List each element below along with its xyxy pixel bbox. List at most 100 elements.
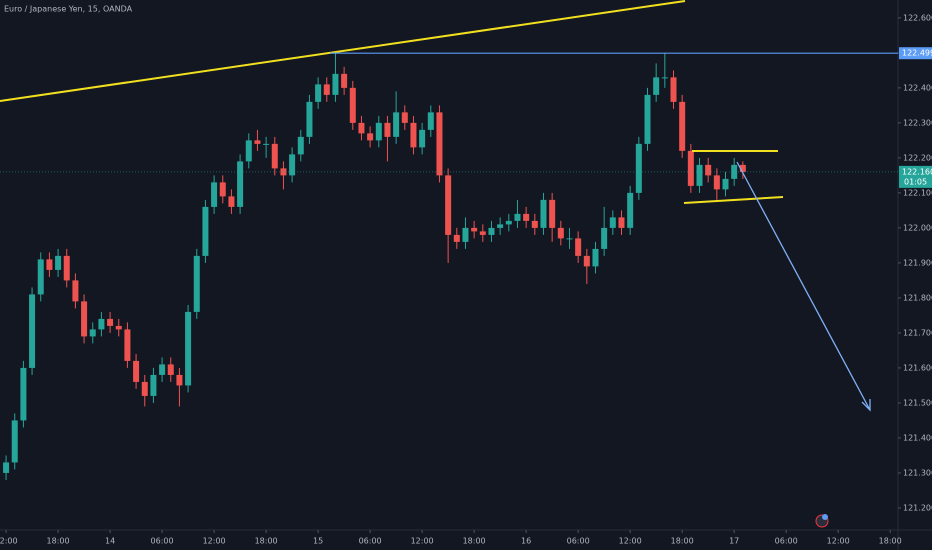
candle-body	[540, 199, 547, 228]
candle-body	[289, 154, 296, 176]
candle-body	[167, 364, 174, 375]
x-tick-label: 12:00	[619, 537, 642, 546]
candle-body	[11, 420, 18, 463]
candle-body	[107, 318, 114, 326]
y-tick-label: 121.300	[903, 468, 932, 477]
candle-body	[375, 122, 382, 141]
candle-body	[731, 164, 738, 179]
candle-body	[679, 101, 686, 151]
candle-body	[55, 255, 62, 270]
y-tick-label: 122.100	[903, 188, 932, 197]
candle-body	[531, 220, 538, 228]
candle-body	[271, 143, 278, 169]
y-tick-label: 121.800	[903, 293, 932, 302]
candle-body	[653, 77, 660, 95]
x-tick-label: 06:00	[775, 537, 798, 546]
candle-body	[202, 206, 209, 256]
event-badge	[822, 514, 828, 520]
hline-label-box	[899, 47, 932, 60]
x-tick-label: 12:00	[203, 537, 226, 546]
x-tick-label: 18:00	[671, 537, 694, 546]
candle-body	[583, 255, 590, 267]
candle-body	[219, 182, 226, 197]
candle-body	[245, 140, 252, 162]
x-tick-label: 12:00	[411, 537, 434, 546]
y-tick-label: 122.300	[903, 118, 932, 127]
x-tick-label: 18:00	[255, 537, 278, 546]
y-tick-label: 121.200	[903, 503, 932, 512]
candle-body	[176, 374, 183, 386]
candle-body	[471, 227, 478, 232]
candle-body	[323, 84, 330, 95]
candle-body	[81, 301, 88, 337]
candle-body	[523, 213, 530, 221]
candle-body	[37, 259, 44, 295]
projection-arrow	[736, 161, 871, 411]
y-tick-label: 121.500	[903, 398, 932, 407]
plot	[0, 52, 898, 480]
candle-body	[315, 84, 322, 102]
candle-body	[635, 143, 642, 193]
candle-body	[185, 311, 192, 386]
candle-body	[297, 136, 304, 155]
candle-body	[601, 227, 608, 249]
candle-body	[3, 462, 10, 473]
candle-body	[627, 192, 634, 228]
candle-body	[46, 259, 53, 270]
candle-body	[514, 213, 521, 221]
candle-body	[453, 234, 460, 242]
candle-body	[89, 329, 96, 337]
candle-body	[263, 143, 270, 145]
trend-line	[0, 0, 686, 102]
candle-body	[479, 231, 486, 235]
candle-body	[29, 294, 36, 368]
candle-body	[124, 329, 131, 361]
candle-body	[393, 112, 400, 137]
candle-body	[63, 255, 70, 281]
candle-body	[427, 112, 434, 130]
candle-body	[349, 87, 356, 123]
candle-body	[488, 227, 495, 235]
hline-label: 122.499	[902, 49, 932, 58]
candle-body	[566, 238, 573, 240]
x-tick-label: 06:00	[151, 537, 174, 546]
candle-body	[306, 101, 313, 137]
candle-body	[462, 227, 469, 242]
candle-body	[367, 133, 374, 141]
y-tick-label: 121.700	[903, 328, 932, 337]
candle-body	[384, 122, 391, 137]
y-tick-label: 122.200	[903, 153, 932, 162]
candle-body	[575, 238, 582, 256]
candle-body	[722, 178, 729, 190]
last-price-label: 122.160	[902, 167, 932, 176]
y-tick-label: 122.600	[903, 13, 932, 22]
candle-body	[193, 255, 200, 312]
candle-body	[609, 217, 616, 228]
candle-body	[549, 199, 556, 228]
candle-body	[332, 73, 339, 95]
candle-body	[670, 77, 677, 102]
candle-body	[592, 248, 599, 267]
y-tick-label: 121.400	[903, 433, 932, 442]
candle-body	[410, 122, 417, 148]
countdown: 01:05	[904, 177, 927, 186]
candle-body	[618, 217, 625, 228]
candle-body	[150, 374, 157, 396]
candle-body	[341, 73, 348, 88]
candle-body	[254, 140, 261, 144]
x-tick-label: 14	[105, 537, 115, 546]
y-tick-label: 121.600	[903, 363, 932, 372]
x-tick-label: 06:00	[359, 537, 382, 546]
candle-body	[141, 381, 148, 396]
x-tick-label: 06:00	[567, 537, 590, 546]
x-tick-label: 18:00	[463, 537, 486, 546]
candle-body	[358, 122, 365, 134]
x-tick-label: 16	[521, 537, 531, 546]
candle-body	[72, 280, 79, 302]
candle-body	[505, 220, 512, 225]
candle-body	[133, 360, 140, 382]
candle-body	[98, 318, 105, 330]
candle-body	[211, 182, 218, 207]
